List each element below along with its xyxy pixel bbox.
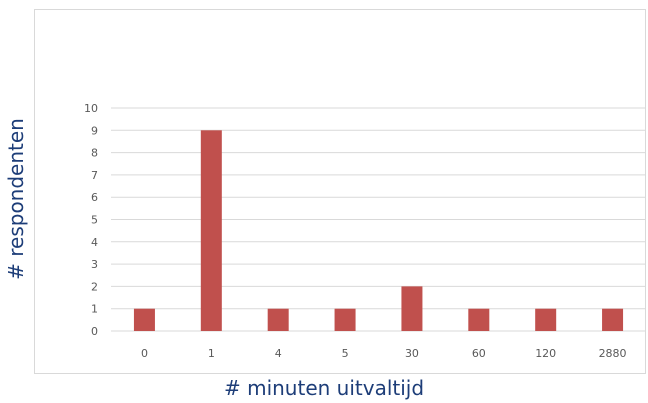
y-tick-label: 7 bbox=[91, 169, 98, 182]
bars bbox=[133, 130, 624, 331]
y-tick-label: 4 bbox=[91, 236, 98, 249]
gridlines bbox=[111, 107, 646, 332]
bar-5 bbox=[334, 308, 356, 331]
y-tick-label: 5 bbox=[91, 214, 98, 227]
x-tick-label: 4 bbox=[275, 347, 282, 360]
y-tick-label: 8 bbox=[91, 147, 98, 160]
bar-4 bbox=[267, 308, 289, 331]
y-tick-label: 1 bbox=[91, 303, 98, 316]
bar-0 bbox=[133, 308, 155, 331]
y-tick-label: 2 bbox=[91, 280, 98, 293]
x-tick-label: 0 bbox=[141, 347, 148, 360]
bar-60 bbox=[468, 308, 490, 331]
bar-120 bbox=[535, 308, 557, 331]
x-tick-label: 1 bbox=[208, 347, 215, 360]
y-tick-label: 0 bbox=[91, 325, 98, 338]
x-axis-label: # minuten uitvaltijd bbox=[223, 376, 425, 400]
y-tick-label: 3 bbox=[91, 258, 98, 271]
x-tick-label: 30 bbox=[405, 347, 419, 360]
y-tick-label: 6 bbox=[91, 191, 98, 204]
x-tick-label: 60 bbox=[472, 347, 486, 360]
bar-2880 bbox=[602, 308, 624, 331]
bar-1 bbox=[200, 130, 222, 331]
x-tick-label: 2880 bbox=[599, 347, 627, 360]
bar-30 bbox=[401, 286, 423, 331]
x-tick-label: 120 bbox=[535, 347, 556, 360]
x-tick-label: 5 bbox=[342, 347, 349, 360]
y-tick-label: 10 bbox=[84, 102, 98, 115]
x-tick-labels: 0 1 4 5 30 60 120 2880 bbox=[141, 347, 627, 360]
y-tick-label: 9 bbox=[91, 124, 98, 137]
y-tick-labels: 0 1 2 3 4 5 6 7 8 9 10 bbox=[84, 102, 98, 338]
